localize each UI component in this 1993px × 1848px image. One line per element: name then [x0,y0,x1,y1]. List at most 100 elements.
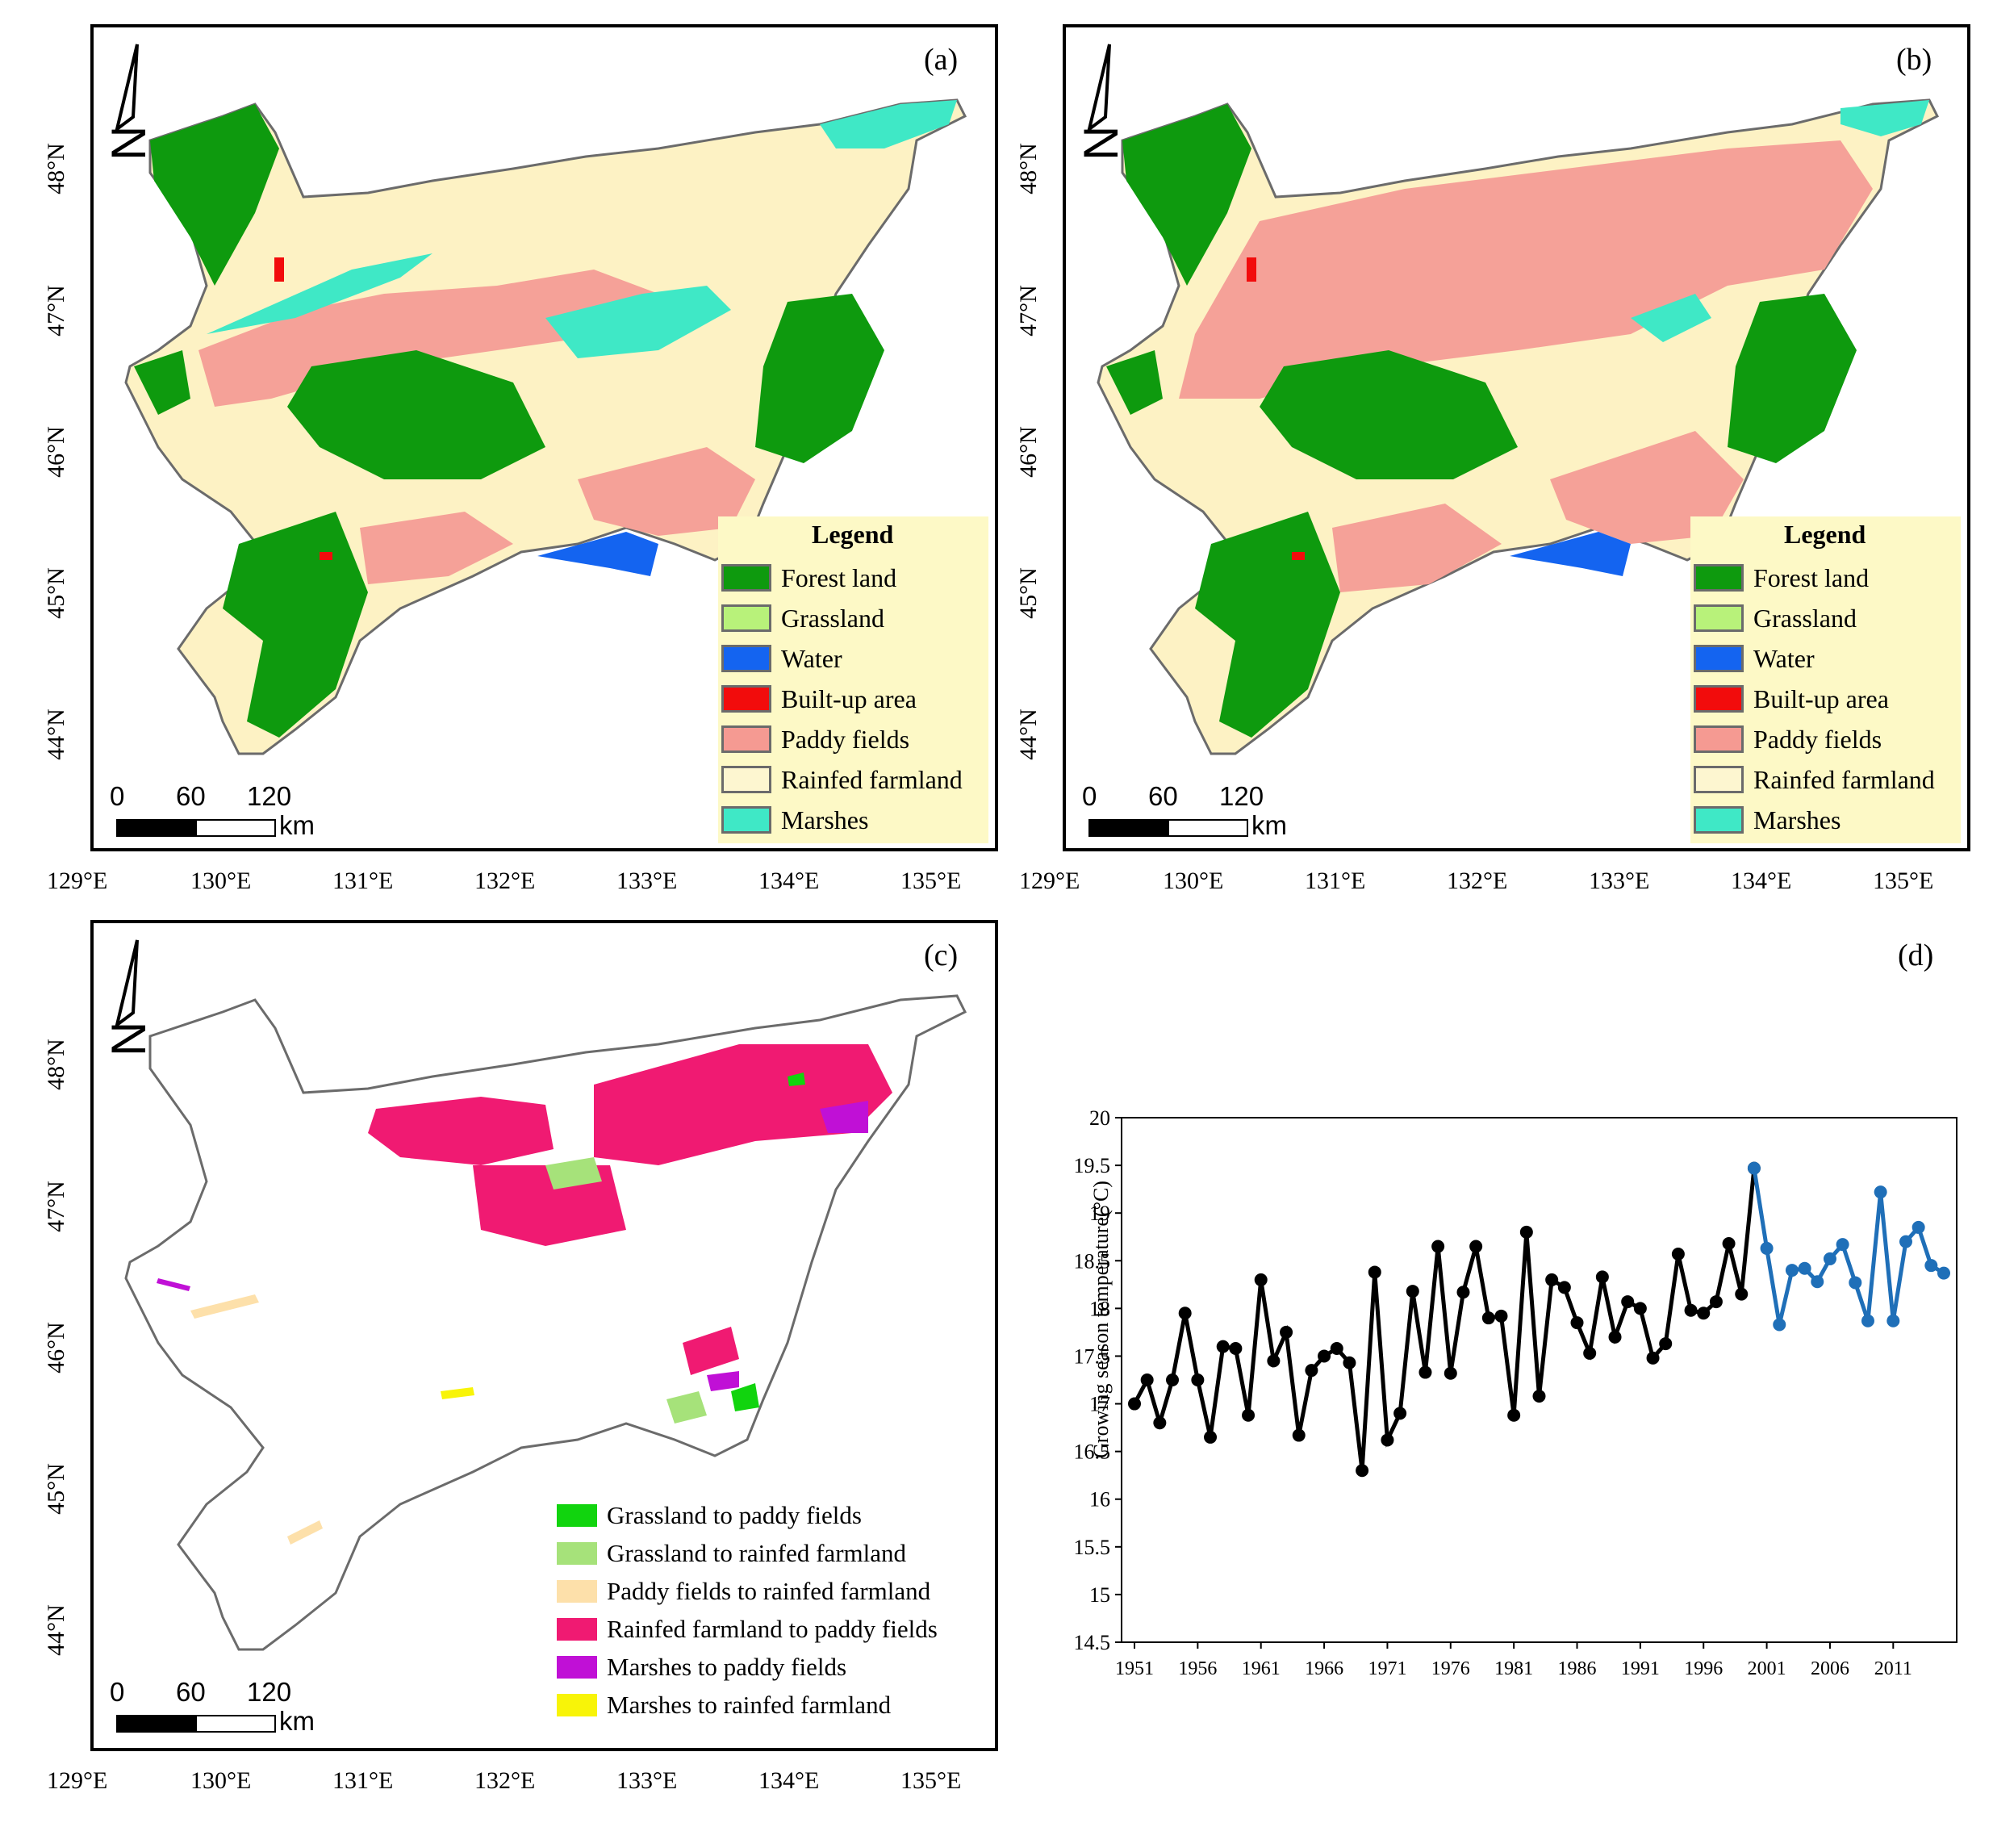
y-tick-label: 18 [1089,1297,1110,1320]
map-b [1097,98,1940,755]
lat-tick-label: 45°N [1014,567,1042,619]
legend-item: Water [721,642,842,675]
marshes-to-paddy-swatch [557,1656,597,1679]
lon-tick-label: 132°E [474,1767,536,1794]
scale-bar-black [116,819,198,837]
panel-a: N (a) Legend Forest land Grassland Water… [0,0,1001,912]
data-point [1621,1295,1635,1309]
panel-label-d: (d) [1898,939,1934,972]
y-tick-label: 17 [1089,1393,1110,1416]
paddy-to-rainfed-swatch [557,1580,597,1603]
data-point [1393,1407,1407,1420]
panel-label-b: (b) [1896,43,1932,77]
change-legend-label: Marshes to rainfed farmland [607,1691,892,1719]
lon-tick-label: 131°E [332,868,394,894]
paddy-to-rainfed-patches [190,1294,323,1545]
change-legend-label: Grassland to rainfed farmland [607,1539,907,1567]
scale-zero: 0 [1082,781,1097,811]
data-point [1747,1161,1761,1175]
legend-label: Paddy fields [1753,724,1882,754]
grassland-to-paddy-swatch [557,1504,597,1527]
data-point [1178,1307,1192,1320]
data-point [1140,1373,1154,1386]
svg-text:N: N [105,126,153,161]
data-point [1899,1235,1912,1248]
rainfed-swatch [1694,766,1744,793]
legend-label: Rainfed farmland [1753,764,1935,794]
y-tick-label: 18.5 [1074,1249,1111,1273]
lat-tick-label: 45°N [42,567,69,619]
data-point [1608,1330,1622,1344]
data-point [1924,1259,1938,1273]
legend-item: Water [1694,642,1815,675]
data-point [1849,1276,1862,1290]
scale-60: 60 [176,781,206,811]
legend-item: Grassland [721,602,884,634]
series-line [1752,1168,1945,1326]
x-tick-label: 2001 [1748,1658,1786,1679]
lon-tick-label: 132°E [1447,868,1508,894]
x-tick-label: 2011 [1874,1658,1912,1679]
data-point [1671,1248,1685,1261]
scale-120: 120 [247,1677,292,1707]
forest-patches-a [134,104,884,738]
lat-tick-label: 46°N [42,426,69,478]
grassland-swatch [721,604,771,632]
data-point [1305,1364,1318,1378]
lon-tick-label: 131°E [332,1767,394,1794]
y-tick-label: 16 [1089,1488,1110,1511]
water-swatch [721,645,771,672]
scale-120: 120 [1219,781,1264,811]
data-point [1760,1241,1774,1255]
x-tick-label: 1961 [1242,1658,1281,1679]
forest-swatch [721,564,771,592]
marsh-patches-b [1631,100,1929,342]
data-point [1519,1225,1533,1239]
data-point [1886,1314,1900,1327]
data-point [1431,1240,1445,1253]
data-point [1444,1366,1457,1380]
lake-water-b [1510,532,1631,576]
panel-b: N (b) Legend Forest land Grassland Water… [972,0,1993,912]
scale-bar-white [195,1715,276,1733]
lon-tick-label: 135°E [900,1767,962,1794]
scale-60: 60 [176,1677,206,1707]
scale-unit: km [279,810,315,840]
legend-item: Built-up area [1694,683,1889,715]
lon-tick-label: 133°E [616,868,678,894]
north-arrow-c: N [102,936,156,1061]
data-point [1469,1240,1483,1253]
change-legend-item: Paddy fields to rainfed farmland [557,1575,930,1608]
grassland-swatch [1694,604,1744,632]
legend-a: Legend Forest land Grassland Water Built… [718,516,988,843]
builtup-patches-b [1247,257,1305,560]
data-point [1356,1464,1369,1478]
y-tick-label: 14.5 [1074,1631,1111,1654]
builtup-patches-a [274,257,332,560]
data-point [1280,1325,1293,1339]
legend-item: Paddy fields [1694,723,1882,755]
lat-tick-label: 48°N [1014,143,1042,194]
lon-tick-label: 129°E [47,868,108,894]
lat-tick-label: 44°N [1014,709,1042,760]
lon-tick-label: 130°E [190,1767,252,1794]
scale-unit: km [279,1706,315,1736]
legend-label: Grassland [781,603,884,633]
forest-patches-b [1106,104,1857,738]
change-legend-item: Grassland to rainfed farmland [557,1537,906,1570]
data-point [1773,1318,1786,1332]
data-point [1128,1397,1141,1411]
data-point [1318,1349,1331,1363]
data-point [1912,1220,1925,1234]
marsh-patches-a [207,100,957,358]
data-point [1646,1351,1660,1365]
lon-tick-label: 133°E [616,1767,678,1794]
data-point [1381,1433,1394,1447]
rainfed-to-paddy-patches [368,1044,892,1375]
lon-tick-label: 134°E [758,1767,820,1794]
data-point [1254,1273,1268,1286]
legend-title-a: Legend [812,520,894,549]
legend-item: Grassland [1694,602,1857,634]
change-legend-item: Rainfed farmland to paddy fields [557,1613,938,1645]
lon-tick-label: 134°E [1731,868,1792,894]
